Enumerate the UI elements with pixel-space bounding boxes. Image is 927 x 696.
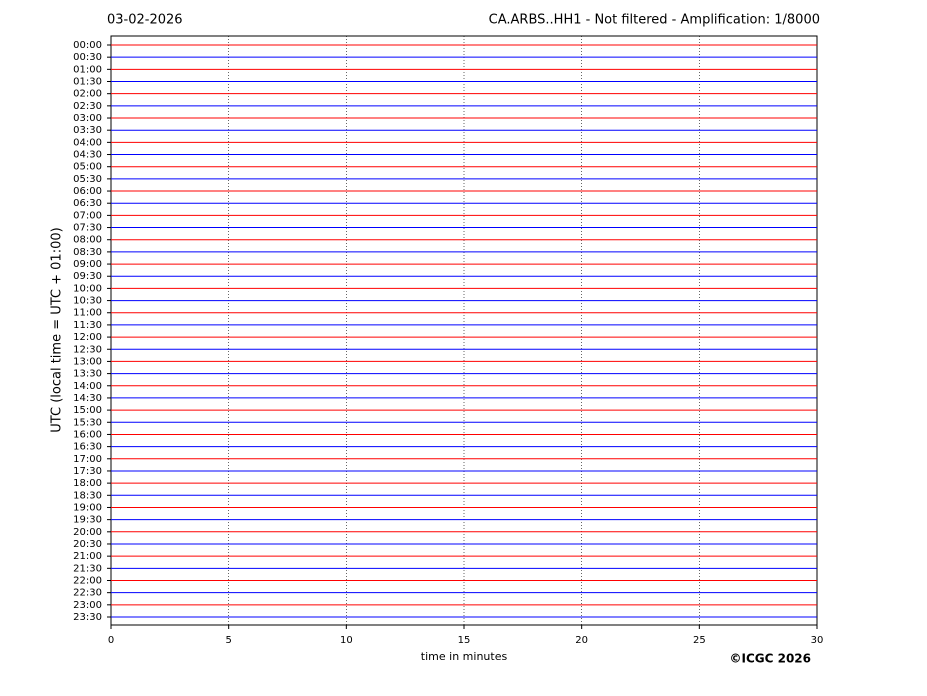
y-tick-label: 04:00 bbox=[73, 137, 102, 148]
y-tick-label: 18:00 bbox=[73, 478, 102, 489]
x-tick-label: 5 bbox=[225, 635, 231, 646]
y-tick-label: 10:00 bbox=[73, 283, 102, 294]
x-tick-label: 20 bbox=[575, 635, 588, 646]
credit: ©ICGC 2026 bbox=[729, 652, 811, 666]
y-tick-label: 15:30 bbox=[73, 417, 102, 428]
x-tick-label: 10 bbox=[340, 635, 353, 646]
y-tick-label: 20:00 bbox=[73, 527, 102, 538]
y-tick-label: 09:00 bbox=[73, 259, 102, 270]
y-tick-label: 16:30 bbox=[73, 442, 102, 453]
y-tick-label: 17:00 bbox=[73, 454, 102, 465]
y-tick-label: 13:30 bbox=[73, 369, 102, 380]
y-tick-label: 23:00 bbox=[73, 600, 102, 611]
y-tick-label: 09:30 bbox=[73, 271, 102, 282]
y-tick-label: 14:00 bbox=[73, 381, 102, 392]
y-tick-label: 23:30 bbox=[73, 612, 102, 623]
y-tick-label: 10:30 bbox=[73, 296, 102, 307]
y-tick-label: 16:00 bbox=[73, 429, 102, 440]
y-tick-label: 03:00 bbox=[73, 113, 102, 124]
y-tick-label: 12:00 bbox=[73, 332, 102, 343]
x-tick-label: 0 bbox=[108, 635, 114, 646]
y-tick-label: 02:30 bbox=[73, 101, 102, 112]
x-tick-label: 25 bbox=[693, 635, 706, 646]
y-tick-label: 00:30 bbox=[73, 52, 102, 63]
y-tick-label: 22:30 bbox=[73, 588, 102, 599]
y-tick-label: 13:00 bbox=[73, 356, 102, 367]
chart-date: 03-02-2026 bbox=[107, 13, 183, 28]
y-tick-label: 07:30 bbox=[73, 223, 102, 234]
y-tick-label: 01:00 bbox=[73, 64, 102, 75]
y-tick-label: 08:30 bbox=[73, 247, 102, 258]
y-tick-label: 02:00 bbox=[73, 89, 102, 100]
y-tick-label: 05:30 bbox=[73, 174, 102, 185]
y-tick-label: 05:00 bbox=[73, 162, 102, 173]
y-tick-label: 22:00 bbox=[73, 575, 102, 586]
y-tick-label: 03:30 bbox=[73, 125, 102, 136]
y-tick-label: 20:30 bbox=[73, 539, 102, 550]
y-tick-label: 06:00 bbox=[73, 186, 102, 197]
y-tick-label: 04:30 bbox=[73, 150, 102, 161]
y-tick-label: 21:00 bbox=[73, 551, 102, 562]
y-tick-label: 14:30 bbox=[73, 393, 102, 404]
y-tick-label: 18:30 bbox=[73, 490, 102, 501]
y-tick-label: 07:00 bbox=[73, 210, 102, 221]
chart-title: CA.ARBS..HH1 - Not filtered - Amplificat… bbox=[489, 13, 820, 28]
y-tick-label: 06:30 bbox=[73, 198, 102, 209]
y-tick-label: 21:30 bbox=[73, 563, 102, 574]
y-tick-label: 11:00 bbox=[73, 308, 102, 319]
y-tick-label: 12:30 bbox=[73, 344, 102, 355]
y-axis-label: UTC (local time = UTC + 01:00) bbox=[50, 227, 65, 432]
x-axis-label: time in minutes bbox=[421, 650, 508, 663]
y-tick-label: 01:30 bbox=[73, 77, 102, 88]
y-tick-label: 08:00 bbox=[73, 235, 102, 246]
x-tick-label: 30 bbox=[811, 635, 824, 646]
y-tick-label: 17:30 bbox=[73, 466, 102, 477]
y-tick-label: 00:00 bbox=[73, 40, 102, 51]
x-tick-label: 15 bbox=[458, 635, 471, 646]
y-tick-label: 19:00 bbox=[73, 502, 102, 513]
y-tick-label: 11:30 bbox=[73, 320, 102, 331]
y-tick-label: 15:00 bbox=[73, 405, 102, 416]
y-tick-label: 19:30 bbox=[73, 515, 102, 526]
